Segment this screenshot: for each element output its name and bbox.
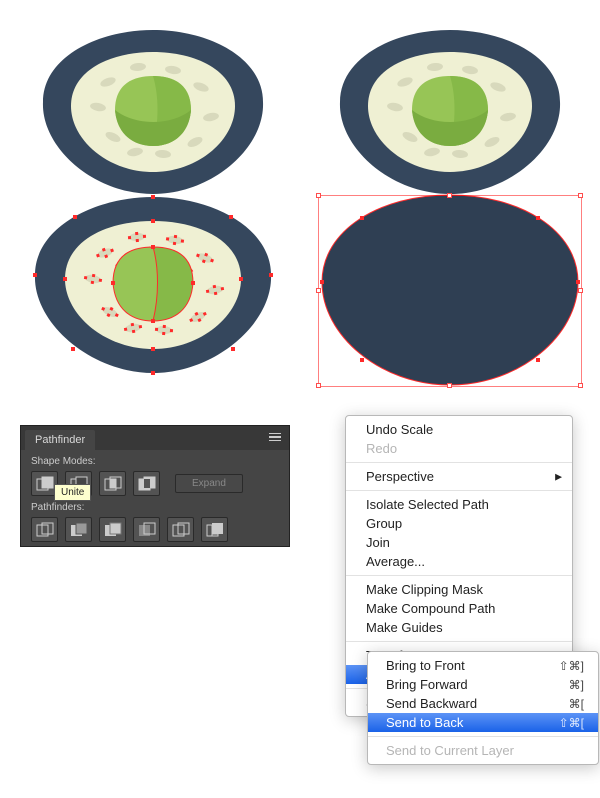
selection-bounds	[318, 195, 582, 387]
minus-back-button[interactable]	[201, 517, 228, 542]
submenu-item-bring-forward[interactable]: Bring Forward⌘]	[368, 675, 598, 694]
submenu-item-send-backward[interactable]: Send Backward⌘[	[368, 694, 598, 713]
menu-item-average-[interactable]: Average...	[346, 552, 572, 571]
tooltip-unite: Unite	[54, 484, 91, 501]
submenu-item-send-to-back[interactable]: Send to Back⇧⌘[	[368, 713, 598, 732]
trim-button[interactable]	[65, 517, 92, 542]
pathfinders-label: Pathfinders:	[31, 502, 279, 513]
menu-separator	[346, 462, 572, 463]
merge-button[interactable]	[99, 517, 126, 542]
arrange-submenu: Bring to Front⇧⌘]Bring Forward⌘]Send Bac…	[367, 651, 599, 765]
sushi-bottom-left-selected	[33, 195, 273, 375]
sushi-top-right	[340, 30, 560, 194]
menu-item-make-guides[interactable]: Make Guides	[346, 618, 572, 637]
submenu-item-bring-to-front[interactable]: Bring to Front⇧⌘]	[368, 656, 598, 675]
shape-modes-label: Shape Modes:	[31, 456, 279, 467]
menu-separator	[346, 575, 572, 576]
menu-item-group[interactable]: Group	[346, 514, 572, 533]
submenu-item-send-to-current-layer: Send to Current Layer	[368, 741, 598, 760]
expand-button[interactable]: Expand	[175, 474, 243, 493]
menu-separator	[368, 736, 598, 737]
sushi-top-left	[43, 30, 263, 194]
exclude-button[interactable]	[133, 471, 160, 496]
menu-item-redo: Redo	[346, 439, 572, 458]
intersect-button[interactable]	[99, 471, 126, 496]
menu-item-join[interactable]: Join	[346, 533, 572, 552]
panel-menu-icon[interactable]	[269, 430, 285, 444]
menu-item-isolate-selected-path[interactable]: Isolate Selected Path	[346, 495, 572, 514]
divide-button[interactable]	[31, 517, 58, 542]
menu-item-make-compound-path[interactable]: Make Compound Path	[346, 599, 572, 618]
menu-item-perspective[interactable]: Perspective	[346, 467, 572, 486]
crop-button[interactable]	[133, 517, 160, 542]
pathfinder-tab[interactable]: Pathfinder	[25, 430, 95, 450]
menu-item-make-clipping-mask[interactable]: Make Clipping Mask	[346, 580, 572, 599]
menu-separator	[346, 490, 572, 491]
outline-button[interactable]	[167, 517, 194, 542]
menu-item-undo-scale[interactable]: Undo Scale	[346, 420, 572, 439]
menu-separator	[346, 641, 572, 642]
